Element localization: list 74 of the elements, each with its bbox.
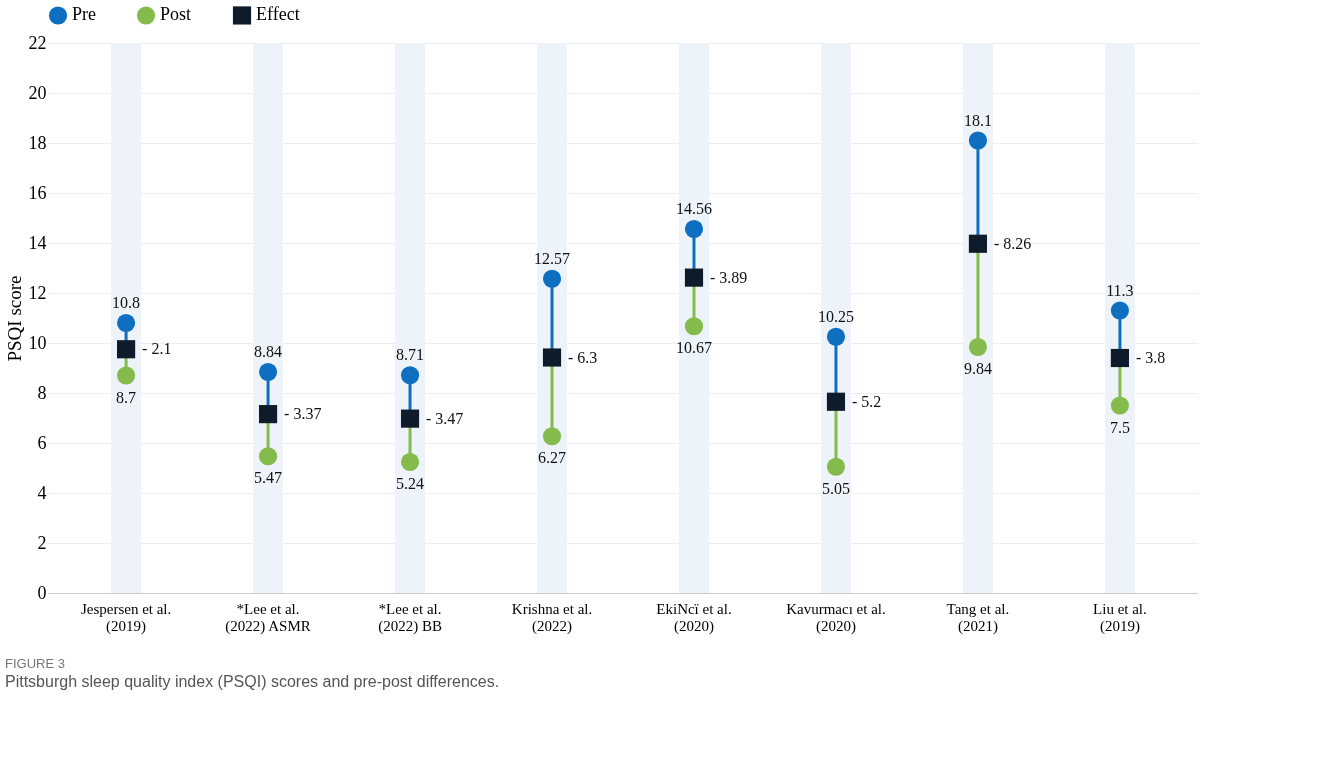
point — [684, 219, 704, 239]
y-axis-title: PSQI score — [3, 275, 25, 362]
text: Pittsburgh sleep quality index (PSQI) scores and pre-post differences. — [5, 673, 500, 690]
caption: FIGURE 3 — [5, 656, 65, 671]
x-tick-label: Tang et al. (2021) — [946, 600, 1010, 635]
data-label: 10.67 — [675, 339, 712, 357]
data-label: 10.8 — [112, 294, 141, 311]
point — [542, 269, 562, 288]
data-label: 5.24 — [396, 475, 425, 492]
point — [968, 234, 988, 253]
point — [258, 447, 278, 466]
annotation: - 6.3 — [568, 348, 598, 366]
y-tick-label: 16 — [28, 182, 47, 203]
y-tick-label: 10 — [28, 332, 47, 353]
annotation: - 3.8 — [1135, 349, 1166, 366]
data-label: 18.1 — [963, 111, 992, 129]
data-label: 14.56 — [675, 200, 712, 217]
legend-label: Effect — [256, 4, 300, 25]
point — [968, 131, 988, 150]
data-label: 9.84 — [963, 360, 992, 377]
y-tick-label: 18 — [28, 132, 47, 153]
annotation: - 3.89 — [709, 268, 748, 286]
point — [826, 457, 846, 476]
point — [542, 348, 562, 367]
y-tick-label: 4 — [37, 482, 47, 503]
point — [826, 392, 846, 411]
point — [1110, 348, 1129, 368]
point — [826, 327, 846, 346]
legend-label: Post — [160, 4, 192, 25]
x-tick-label: *Lee et al. (2022) BB — [378, 600, 442, 635]
point — [258, 362, 278, 382]
x-tick-label: EkiNcï et al. (2020) — [656, 600, 732, 635]
y-tick-label: 2 — [37, 532, 47, 553]
point — [684, 268, 704, 287]
point — [117, 366, 136, 385]
annotation: - 5.2 — [851, 392, 882, 410]
y-tick-label: 8 — [37, 382, 47, 403]
data-label: 8.84 — [254, 343, 283, 360]
y-tick-label: 14 — [28, 232, 47, 253]
annotation: - 3.37 — [284, 405, 322, 423]
point — [117, 340, 136, 359]
point — [542, 427, 562, 446]
data-label: 11.3 — [1106, 281, 1134, 299]
y-tick-label: 12 — [28, 282, 47, 303]
annotation: - 3.47 — [426, 409, 464, 427]
data-label: 6.27 — [538, 449, 567, 467]
point — [117, 313, 136, 333]
point — [1110, 396, 1129, 415]
data-label: 5.05 — [821, 479, 850, 497]
point — [968, 337, 988, 357]
point — [400, 409, 420, 428]
x-tick-label: Jespersen et al. (2019) — [80, 600, 172, 635]
point — [400, 366, 420, 385]
data-label: 10.25 — [817, 307, 854, 325]
y-tick-label: 0 — [37, 582, 47, 603]
y-tick-label: 6 — [37, 432, 47, 453]
annotation: - 8.26 — [993, 234, 1032, 252]
x-tick-label: Liu et al. (2019) — [1093, 600, 1147, 635]
point — [400, 452, 420, 472]
x-tick-label: Krishna et al. (2022) — [511, 600, 593, 635]
x-tick-label: *Lee et al. (2022) ASMR — [225, 600, 311, 635]
y-tick-label: 22 — [28, 32, 47, 53]
point — [684, 317, 704, 336]
data-label: 7.5 — [1109, 418, 1130, 436]
point — [258, 405, 278, 424]
point — [1110, 301, 1129, 320]
data-label: 8.7 — [116, 388, 137, 406]
x-tick-label: Kavurmacı et al. (2020) — [786, 600, 886, 635]
data-label: 8.71 — [396, 346, 425, 364]
data-label: 5.47 — [254, 469, 283, 487]
legend-label: Pre — [72, 4, 96, 25]
data-label: 12.57 — [534, 249, 571, 267]
annotation: - 2.1 — [142, 340, 172, 358]
y-tick-label: 20 — [28, 82, 47, 103]
